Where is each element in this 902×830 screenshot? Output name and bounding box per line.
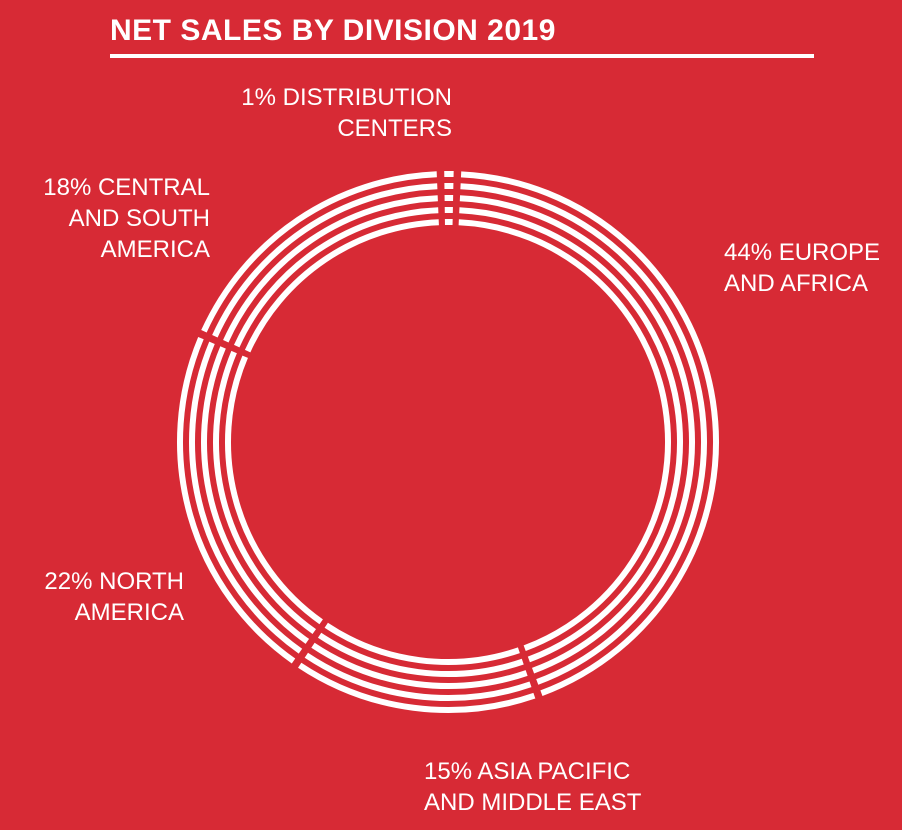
label-asia-pacific-middle-east: 15% ASIA PACIFIC AND MIDDLE EAST	[424, 756, 641, 818]
label-europe-africa: 44% EUROPE AND AFRICA	[724, 237, 880, 299]
label-line: AND MIDDLE EAST	[424, 789, 642, 816]
slice-ring-arc	[223, 195, 438, 343]
slice-asia-pacific-and-middle-east	[298, 622, 536, 713]
slice-ring-arc	[304, 652, 532, 701]
slice-ring-arc	[459, 195, 695, 674]
label-line: AND AFRICA	[724, 270, 869, 297]
slice-ring-arc	[201, 171, 437, 333]
label-line: 1% DISTRIBUTION	[241, 84, 452, 111]
slice-ring-arc	[298, 662, 536, 713]
slice-ring-arc	[212, 183, 438, 338]
slice-ring-arc	[459, 207, 683, 663]
slice-ring-arc	[458, 219, 671, 652]
title-underline	[110, 54, 814, 58]
label-line: CENTERS	[337, 115, 452, 142]
slice-ring-arc	[225, 355, 323, 625]
slice-north-america	[177, 336, 323, 664]
slice-ring-arc	[460, 183, 707, 685]
slice-europe-and-africa	[458, 171, 719, 697]
slice-ring-arc	[317, 632, 524, 677]
label-north-america: 22% NORTH AMERICA	[44, 566, 184, 628]
slice-distribution-centers	[444, 171, 454, 226]
slice-ring-arc	[177, 336, 296, 664]
slice-ring-arc	[244, 219, 439, 353]
slice-ring-arc	[311, 642, 528, 689]
label-line: AMERICA	[100, 236, 210, 263]
slice-ring-arc	[324, 622, 520, 665]
label-line: AND SOUTH	[68, 205, 210, 232]
label-line: 18% CENTRAL	[43, 174, 210, 201]
slice-ring-arc	[201, 346, 310, 644]
label-line: 15% ASIA PACIFIC	[424, 758, 631, 785]
label-line: 44% EUROPE	[724, 239, 881, 266]
slice-ring-arc	[189, 341, 303, 654]
slice-ring-arc	[213, 350, 316, 635]
label-distribution-centers: 1% DISTRIBUTION CENTERS	[241, 82, 452, 144]
label-central-south-america: 18% CENTRAL AND SOUTH AMERICA	[43, 172, 210, 265]
slice-central-and-south-america	[201, 171, 439, 353]
slice-ring-arc	[460, 171, 719, 697]
chart-title: NET SALES BY DIVISION 2019	[110, 14, 556, 47]
slice-ring-arc	[233, 207, 439, 348]
label-line: 22% NORTH	[44, 568, 184, 595]
label-line: AMERICA	[74, 599, 184, 626]
